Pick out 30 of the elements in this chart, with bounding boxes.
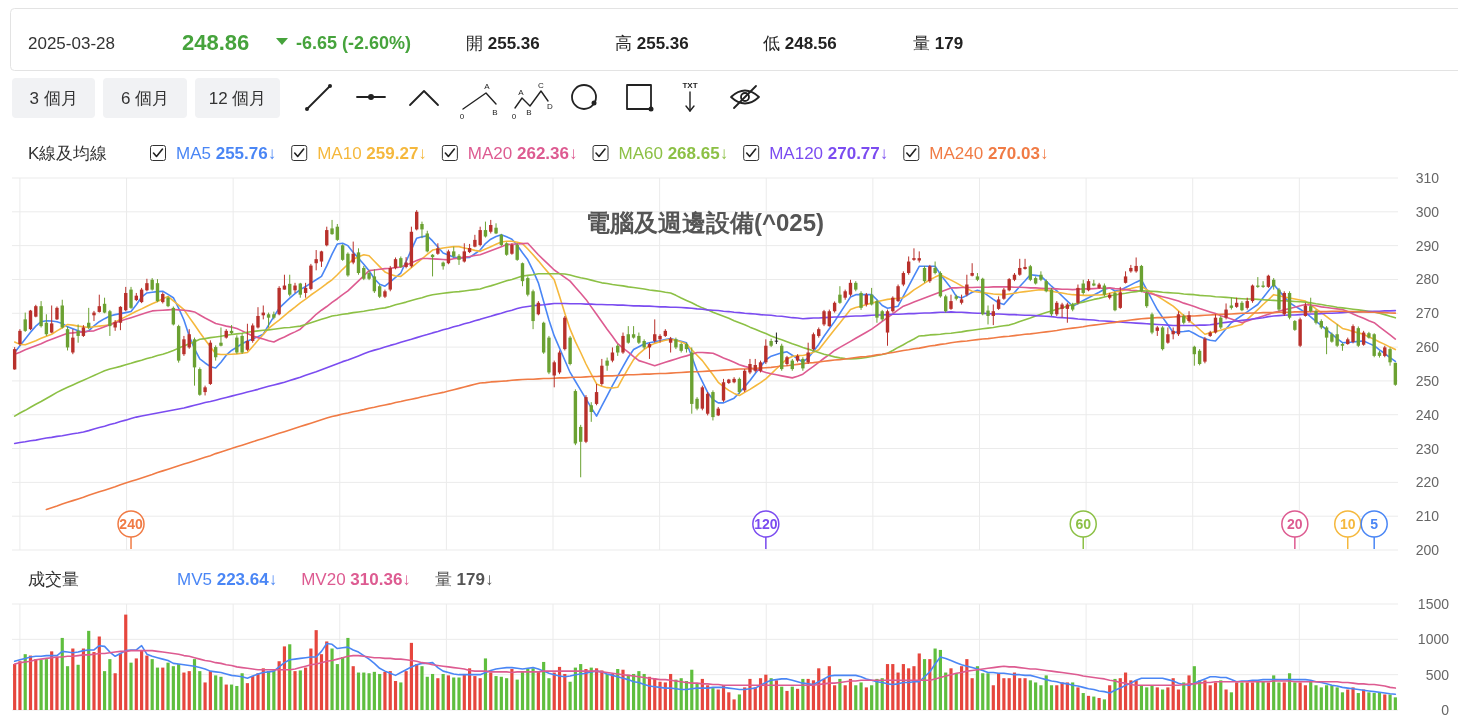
y-tick-label: 300 [1415,203,1440,220]
y-tick-label: 270 [1415,305,1440,322]
annotation: 20 [1287,516,1303,532]
annotation: 60 [1075,516,1092,532]
annotation: 5 [1370,516,1379,532]
y-tick-label: 230 [1415,440,1440,457]
legend: 成交量 MV5 223.64↓ MV20 310.36↓ 量 179↓ [28,570,494,589]
y-tick-label: 220 [1415,474,1440,491]
y-tick-label: 310 [1415,170,1440,186]
text: 電腦及週邊設備(^025) [585,209,825,236]
y-tick-label: 240 [1415,406,1440,423]
y-tick-label: 280 [1415,271,1440,288]
y-tick-label: 290 [1415,237,1440,254]
y-tick-label: 0 [1441,702,1450,718]
y-tick-label: 200 [1415,542,1440,558]
button: 3 個月 [12,78,95,118]
button: 12 個月 [195,78,280,118]
annotation: 10 [1339,516,1356,532]
header: 2025-03-28 248.86 -6.65 (-2.60%) 開 255.36 高 255.36 低 248.56 量 179 [10,8,1458,71]
legend-title: K線及均線 [28,144,108,163]
annotation: 120 [754,516,778,532]
y-tick-label: 250 [1415,372,1440,389]
legend: K線及均線 MA5 255.76↓ MA10 259.27↓ MA20 262.36↓ MA60 268.65↓ MA120 270.77↓ MA240 270.03↓ [28,144,1049,163]
y-tick-label: 500 [1425,666,1450,683]
y-tick-label: 1000 [1417,631,1450,648]
y-tick-label: 1500 [1417,596,1450,612]
annotation: 240 [119,516,143,532]
y-tick-label: 210 [1415,508,1440,525]
y-tick-label: 260 [1415,339,1440,356]
button: 6 個月 [103,78,187,118]
